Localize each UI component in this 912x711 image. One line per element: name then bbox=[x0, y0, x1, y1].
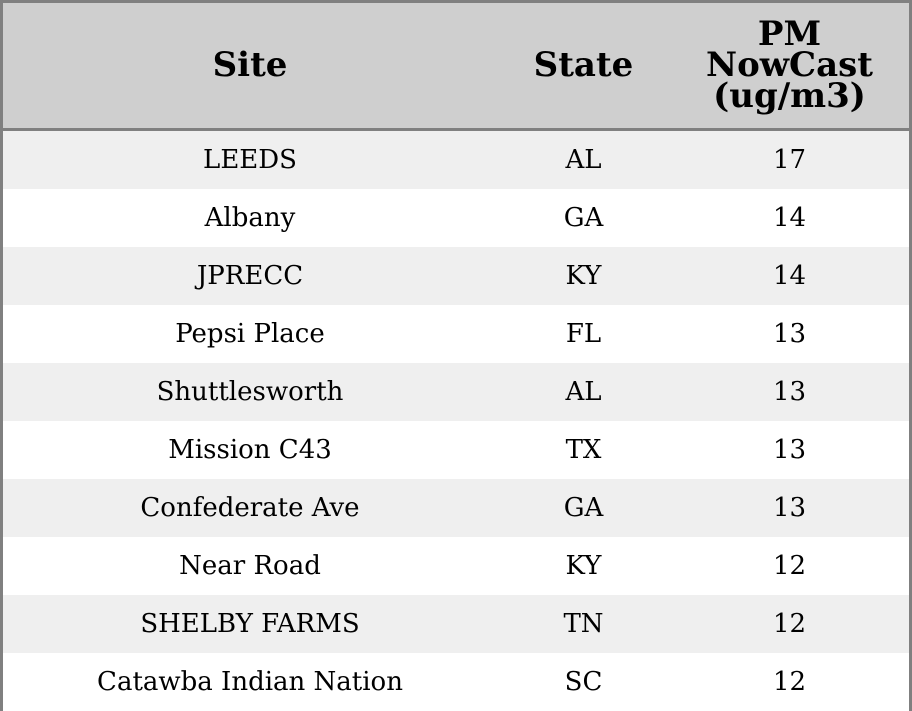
table-row: Albany GA 14 bbox=[3, 189, 909, 247]
site-cell: Shuttlesworth bbox=[3, 363, 497, 421]
table-row: Mission C43 TX 13 bbox=[3, 421, 909, 479]
pm-value-cell: 13 bbox=[670, 363, 909, 421]
state-cell: AL bbox=[497, 363, 670, 421]
table-row: LEEDS AL 17 bbox=[3, 129, 909, 189]
header-site-label: Site bbox=[212, 45, 288, 85]
site-cell: Pepsi Place bbox=[3, 305, 497, 363]
table-row: Near Road KY 12 bbox=[3, 537, 909, 595]
site-cell: Catawba Indian Nation bbox=[3, 653, 497, 711]
state-cell: TN bbox=[497, 595, 670, 653]
site-cell: LEEDS bbox=[3, 129, 497, 189]
pm-value-cell: 13 bbox=[670, 479, 909, 537]
pm-value-cell: 12 bbox=[670, 653, 909, 711]
header-pm-line-3: (ug/m3) bbox=[713, 76, 866, 116]
state-cell: AL bbox=[497, 129, 670, 189]
header-state: State bbox=[497, 3, 670, 131]
state-cell: TX bbox=[497, 421, 670, 479]
site-cell: SHELBY FARMS bbox=[3, 595, 497, 653]
site-cell: Confederate Ave bbox=[3, 479, 497, 537]
header-pm-nowcast: PM NowCast (ug/m3) bbox=[670, 3, 909, 131]
pm-value-cell: 14 bbox=[670, 247, 909, 305]
table-row: Catawba Indian Nation SC 12 bbox=[3, 653, 909, 711]
table-row: JPRECC KY 14 bbox=[3, 247, 909, 305]
pm-nowcast-table: Site State PM NowCast (ug/m3) LEEDS AL 17 A… bbox=[3, 3, 909, 711]
state-cell: GA bbox=[497, 479, 670, 537]
pm-value-cell: 13 bbox=[670, 421, 909, 479]
site-cell: Mission C43 bbox=[3, 421, 497, 479]
header-state-label: State bbox=[533, 45, 634, 85]
header-pm-line-2: NowCast bbox=[706, 45, 873, 85]
table-row: Pepsi Place FL 13 bbox=[3, 305, 909, 363]
header-site: Site bbox=[3, 3, 497, 131]
pm-value-cell: 14 bbox=[670, 189, 909, 247]
state-cell: GA bbox=[497, 189, 670, 247]
pm-value-cell: 12 bbox=[670, 595, 909, 653]
table-body: LEEDS AL 17 Albany GA 14 JPRECC KY 14 Pepsi Place… bbox=[3, 129, 909, 711]
table-row: Confederate Ave GA 13 bbox=[3, 479, 909, 537]
table-header: Site State PM NowCast (ug/m3) bbox=[3, 3, 909, 131]
pm-value-cell: 13 bbox=[670, 305, 909, 363]
site-cell: Albany bbox=[3, 189, 497, 247]
state-cell: KY bbox=[497, 537, 670, 595]
state-cell: KY bbox=[497, 247, 670, 305]
header-row: Site State PM NowCast (ug/m3) bbox=[3, 3, 909, 131]
pm-value-cell: 12 bbox=[670, 537, 909, 595]
site-cell: Near Road bbox=[3, 537, 497, 595]
table-row: Shuttlesworth AL 13 bbox=[3, 363, 909, 421]
state-cell: FL bbox=[497, 305, 670, 363]
table-row: SHELBY FARMS TN 12 bbox=[3, 595, 909, 653]
site-cell: JPRECC bbox=[3, 247, 497, 305]
state-cell: SC bbox=[497, 653, 670, 711]
pm-value-cell: 17 bbox=[670, 129, 909, 189]
header-pm-line-1: PM bbox=[757, 14, 822, 54]
